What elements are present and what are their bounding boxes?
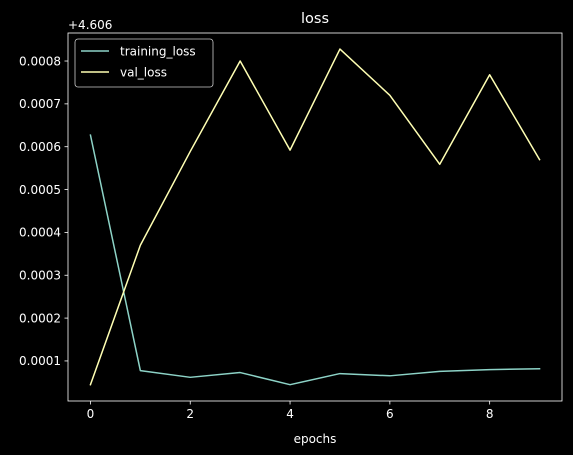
legend-box [74,38,214,88]
y-tick-label: 0.0005 [19,183,61,197]
x-tick-label: 2 [186,407,194,421]
legend-label-val-loss: val_loss [120,65,167,79]
x-tick-label: 0 [87,407,95,421]
y-tick-label: 0.0003 [19,269,61,283]
y-tick-label: 0.0006 [19,140,61,154]
y-tick-label: 0.0001 [19,354,61,368]
plot-area: 0 2 4 6 8 0.0001 0.0002 0.0003 0.0004 0.0005 0.000… [19,32,563,421]
y-tick-label: 0.0007 [19,97,61,111]
series-line-val-loss [89,48,541,386]
y-axis-offset-label: +4.606 [68,18,112,32]
legend-label-training-loss: training_loss [120,44,196,58]
y-tick-label: 0.0008 [19,54,61,68]
x-tick-label: 4 [286,407,294,421]
x-tick-label: 6 [386,407,394,421]
chart-title: loss [301,11,329,27]
series-line-training-loss [89,134,541,386]
x-axis-label: epochs [294,432,337,446]
y-tick-label: 0.0002 [19,311,61,325]
legend: training_loss val_loss [74,38,214,88]
x-tick-label: 8 [486,407,494,421]
axes-frame [67,32,563,402]
y-tick-label: 0.0004 [19,226,61,240]
